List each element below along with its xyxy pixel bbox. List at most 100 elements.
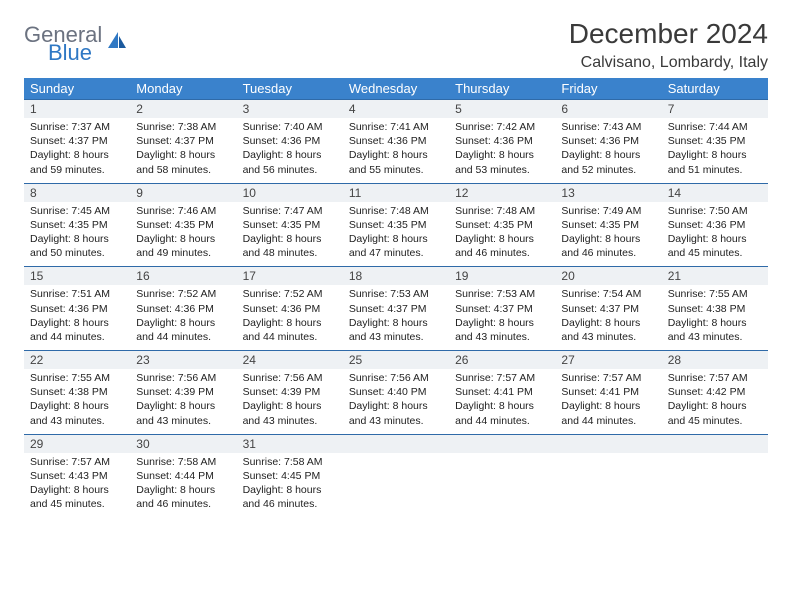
- day-data: Sunrise: 7:57 AMSunset: 4:42 PMDaylight:…: [662, 369, 768, 434]
- day-number: [449, 434, 555, 453]
- sunrise-line: Sunrise: 7:47 AM: [243, 204, 337, 218]
- logo-text: General Blue: [24, 24, 102, 64]
- sunset-line: Sunset: 4:36 PM: [243, 134, 337, 148]
- day-data: Sunrise: 7:48 AMSunset: 4:35 PMDaylight:…: [449, 202, 555, 267]
- day-data: Sunrise: 7:53 AMSunset: 4:37 PMDaylight:…: [449, 285, 555, 350]
- day-data: Sunrise: 7:49 AMSunset: 4:35 PMDaylight:…: [555, 202, 661, 267]
- day-data: Sunrise: 7:45 AMSunset: 4:35 PMDaylight:…: [24, 202, 130, 267]
- sunrise-line: Sunrise: 7:52 AM: [243, 287, 337, 301]
- day-number: 13: [555, 183, 661, 202]
- sunset-line: Sunset: 4:39 PM: [243, 385, 337, 399]
- daylight-line: Daylight: 8 hours and 53 minutes.: [455, 148, 549, 176]
- sunrise-line: Sunrise: 7:42 AM: [455, 120, 549, 134]
- sunset-line: Sunset: 4:40 PM: [349, 385, 443, 399]
- day-data: Sunrise: 7:38 AMSunset: 4:37 PMDaylight:…: [130, 118, 236, 183]
- dow-wednesday: Wednesday: [343, 78, 449, 100]
- day-data: Sunrise: 7:46 AMSunset: 4:35 PMDaylight:…: [130, 202, 236, 267]
- day-data: Sunrise: 7:58 AMSunset: 4:44 PMDaylight:…: [130, 453, 236, 518]
- day-of-week-row: Sunday Monday Tuesday Wednesday Thursday…: [24, 78, 768, 100]
- day-data: Sunrise: 7:56 AMSunset: 4:40 PMDaylight:…: [343, 369, 449, 434]
- sunset-line: Sunset: 4:36 PM: [349, 134, 443, 148]
- daylight-line: Daylight: 8 hours and 46 minutes.: [136, 483, 230, 511]
- day-number: 17: [237, 267, 343, 286]
- day-data: Sunrise: 7:41 AMSunset: 4:36 PMDaylight:…: [343, 118, 449, 183]
- day-number: 7: [662, 100, 768, 119]
- month-title: December 2024: [569, 18, 768, 50]
- sunrise-line: Sunrise: 7:58 AM: [243, 455, 337, 469]
- sunset-line: Sunset: 4:38 PM: [668, 302, 762, 316]
- sunset-line: Sunset: 4:36 PM: [561, 134, 655, 148]
- daylight-line: Daylight: 8 hours and 43 minutes.: [349, 316, 443, 344]
- sunset-line: Sunset: 4:35 PM: [243, 218, 337, 232]
- sunrise-line: Sunrise: 7:55 AM: [30, 371, 124, 385]
- sunset-line: Sunset: 4:35 PM: [30, 218, 124, 232]
- sunset-line: Sunset: 4:36 PM: [136, 302, 230, 316]
- day-data: Sunrise: 7:40 AMSunset: 4:36 PMDaylight:…: [237, 118, 343, 183]
- dow-thursday: Thursday: [449, 78, 555, 100]
- sunrise-line: Sunrise: 7:37 AM: [30, 120, 124, 134]
- day-number: 30: [130, 434, 236, 453]
- sunset-line: Sunset: 4:35 PM: [561, 218, 655, 232]
- sunset-line: Sunset: 4:35 PM: [455, 218, 549, 232]
- day-number: 8: [24, 183, 130, 202]
- daylight-line: Daylight: 8 hours and 48 minutes.: [243, 232, 337, 260]
- sunrise-line: Sunrise: 7:46 AM: [136, 204, 230, 218]
- daylight-line: Daylight: 8 hours and 44 minutes.: [455, 399, 549, 427]
- sunset-line: Sunset: 4:37 PM: [136, 134, 230, 148]
- sunset-line: Sunset: 4:35 PM: [349, 218, 443, 232]
- day-number: 15: [24, 267, 130, 286]
- dow-sunday: Sunday: [24, 78, 130, 100]
- day-number: 20: [555, 267, 661, 286]
- calendar-body: 1234567Sunrise: 7:37 AMSunset: 4:37 PMDa…: [24, 100, 768, 518]
- day-number: 16: [130, 267, 236, 286]
- week-data-row: Sunrise: 7:45 AMSunset: 4:35 PMDaylight:…: [24, 202, 768, 267]
- day-data: [662, 453, 768, 518]
- day-number: [343, 434, 449, 453]
- daylight-line: Daylight: 8 hours and 55 minutes.: [349, 148, 443, 176]
- sunset-line: Sunset: 4:42 PM: [668, 385, 762, 399]
- daylight-line: Daylight: 8 hours and 46 minutes.: [561, 232, 655, 260]
- day-number: 2: [130, 100, 236, 119]
- daylight-line: Daylight: 8 hours and 46 minutes.: [455, 232, 549, 260]
- day-data: Sunrise: 7:54 AMSunset: 4:37 PMDaylight:…: [555, 285, 661, 350]
- sunrise-line: Sunrise: 7:53 AM: [455, 287, 549, 301]
- sunset-line: Sunset: 4:43 PM: [30, 469, 124, 483]
- day-data: Sunrise: 7:50 AMSunset: 4:36 PMDaylight:…: [662, 202, 768, 267]
- day-data: Sunrise: 7:37 AMSunset: 4:37 PMDaylight:…: [24, 118, 130, 183]
- sunrise-line: Sunrise: 7:57 AM: [561, 371, 655, 385]
- sunrise-line: Sunrise: 7:52 AM: [136, 287, 230, 301]
- day-number: 10: [237, 183, 343, 202]
- day-number: 26: [449, 351, 555, 370]
- sunrise-line: Sunrise: 7:57 AM: [30, 455, 124, 469]
- day-data: Sunrise: 7:48 AMSunset: 4:35 PMDaylight:…: [343, 202, 449, 267]
- sunset-line: Sunset: 4:36 PM: [30, 302, 124, 316]
- week-number-row: 1234567: [24, 100, 768, 119]
- day-number: 3: [237, 100, 343, 119]
- day-number: 27: [555, 351, 661, 370]
- week-data-row: Sunrise: 7:51 AMSunset: 4:36 PMDaylight:…: [24, 285, 768, 350]
- day-data: [555, 453, 661, 518]
- sunset-line: Sunset: 4:36 PM: [455, 134, 549, 148]
- day-number: 18: [343, 267, 449, 286]
- daylight-line: Daylight: 8 hours and 44 minutes.: [561, 399, 655, 427]
- sunset-line: Sunset: 4:44 PM: [136, 469, 230, 483]
- sunset-line: Sunset: 4:35 PM: [136, 218, 230, 232]
- day-data: Sunrise: 7:52 AMSunset: 4:36 PMDaylight:…: [237, 285, 343, 350]
- day-data: Sunrise: 7:47 AMSunset: 4:35 PMDaylight:…: [237, 202, 343, 267]
- week-number-row: 293031: [24, 434, 768, 453]
- daylight-line: Daylight: 8 hours and 44 minutes.: [243, 316, 337, 344]
- day-data: [449, 453, 555, 518]
- day-data: Sunrise: 7:56 AMSunset: 4:39 PMDaylight:…: [237, 369, 343, 434]
- sunrise-line: Sunrise: 7:56 AM: [349, 371, 443, 385]
- day-data: Sunrise: 7:52 AMSunset: 4:36 PMDaylight:…: [130, 285, 236, 350]
- sunset-line: Sunset: 4:36 PM: [243, 302, 337, 316]
- daylight-line: Daylight: 8 hours and 43 minutes.: [30, 399, 124, 427]
- sunrise-line: Sunrise: 7:41 AM: [349, 120, 443, 134]
- sunrise-line: Sunrise: 7:43 AM: [561, 120, 655, 134]
- day-number: 14: [662, 183, 768, 202]
- day-number: 31: [237, 434, 343, 453]
- day-number: 1: [24, 100, 130, 119]
- daylight-line: Daylight: 8 hours and 44 minutes.: [136, 316, 230, 344]
- day-number: 24: [237, 351, 343, 370]
- sunrise-line: Sunrise: 7:38 AM: [136, 120, 230, 134]
